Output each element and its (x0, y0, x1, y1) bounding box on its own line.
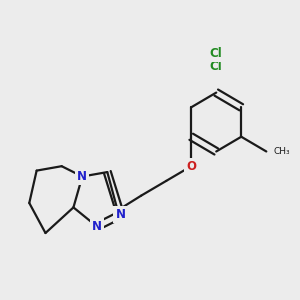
Text: N: N (92, 220, 102, 233)
Text: CH₃: CH₃ (274, 147, 290, 156)
Text: O: O (186, 160, 196, 173)
Text: N: N (77, 170, 87, 183)
Text: Cl: Cl (210, 47, 223, 60)
Text: Cl: Cl (210, 60, 223, 73)
Text: N: N (116, 208, 126, 221)
